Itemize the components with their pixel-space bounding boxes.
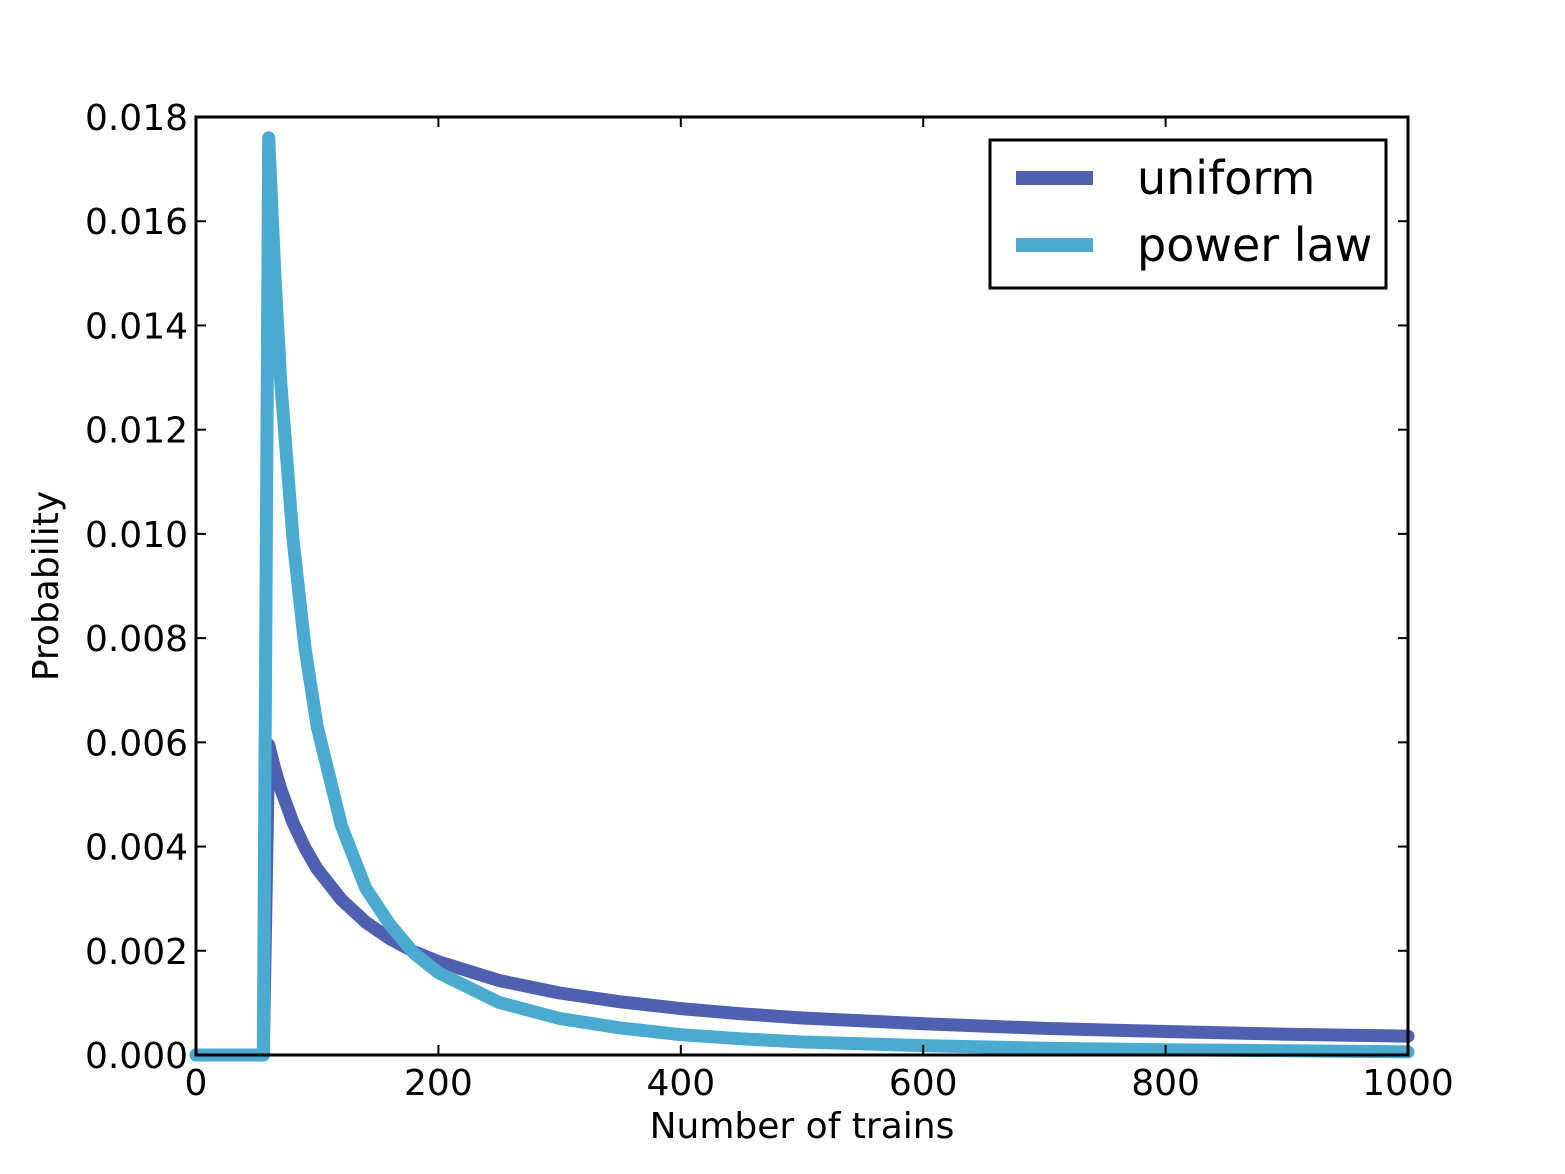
y-tick-label: 0.004	[85, 828, 188, 869]
x-tick-label: 600	[889, 1063, 958, 1104]
y-tick-label: 0.000	[85, 1036, 188, 1077]
y-tick-label: 0.014	[85, 306, 188, 347]
x-tick-label: 0	[185, 1063, 208, 1104]
legend-label-uniform: uniform	[1137, 151, 1315, 205]
y-tick-label: 0.008	[85, 619, 188, 660]
y-tick-label: 0.006	[85, 723, 188, 764]
x-axis-label: Number of trains	[650, 1106, 955, 1147]
legend-label-power-law: power law	[1137, 218, 1372, 272]
legend-box	[988, 138, 1388, 290]
y-tick-label: 0.010	[85, 515, 188, 556]
x-tick-label: 800	[1131, 1063, 1200, 1104]
y-tick-label: 0.002	[85, 932, 188, 973]
tick-labels: 0 200 400 600 800 1000 0.000 0.002 0.004 0.006 0.0…	[85, 98, 1454, 1104]
y-tick-label: 0.016	[85, 202, 188, 243]
y-axis-label: Probability	[26, 491, 67, 681]
x-tick-label: 400	[646, 1063, 715, 1104]
x-tick-label: 1000	[1362, 1063, 1454, 1104]
legend: uniform power law	[988, 138, 1388, 290]
y-tick-label: 0.018	[85, 98, 188, 139]
plot-frame	[194, 115, 1410, 1057]
x-tick-label: 200	[404, 1063, 473, 1104]
y-tick-label: 0.012	[85, 411, 188, 452]
